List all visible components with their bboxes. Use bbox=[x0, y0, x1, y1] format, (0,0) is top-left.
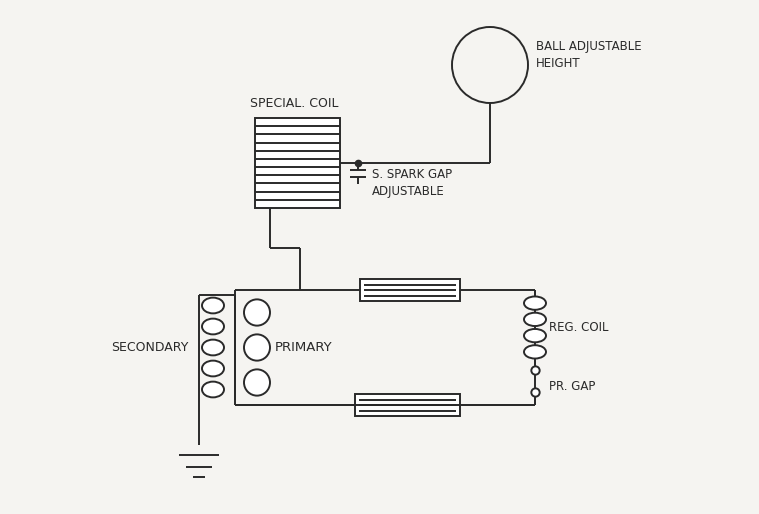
Ellipse shape bbox=[202, 381, 224, 397]
Ellipse shape bbox=[524, 297, 546, 310]
Ellipse shape bbox=[524, 329, 546, 342]
Ellipse shape bbox=[244, 335, 270, 361]
Ellipse shape bbox=[202, 298, 224, 314]
Text: SECONDARY: SECONDARY bbox=[112, 341, 189, 354]
Ellipse shape bbox=[202, 319, 224, 335]
Ellipse shape bbox=[244, 370, 270, 396]
Ellipse shape bbox=[202, 361, 224, 376]
Ellipse shape bbox=[524, 345, 546, 359]
Ellipse shape bbox=[524, 313, 546, 326]
Text: BALL ADJUSTABLE
HEIGHT: BALL ADJUSTABLE HEIGHT bbox=[536, 40, 641, 70]
Text: PR. GAP: PR. GAP bbox=[549, 379, 595, 393]
Text: SPECIAL. COIL: SPECIAL. COIL bbox=[250, 97, 339, 110]
Text: REG. COIL: REG. COIL bbox=[549, 321, 609, 334]
Bar bbox=[255, 118, 340, 208]
Text: PRIMARY: PRIMARY bbox=[275, 341, 332, 354]
Bar bbox=[360, 279, 460, 301]
Ellipse shape bbox=[202, 340, 224, 355]
Text: S. SPARK GAP
ADJUSTABLE: S. SPARK GAP ADJUSTABLE bbox=[372, 168, 452, 198]
Bar bbox=[355, 394, 460, 416]
Ellipse shape bbox=[244, 299, 270, 326]
